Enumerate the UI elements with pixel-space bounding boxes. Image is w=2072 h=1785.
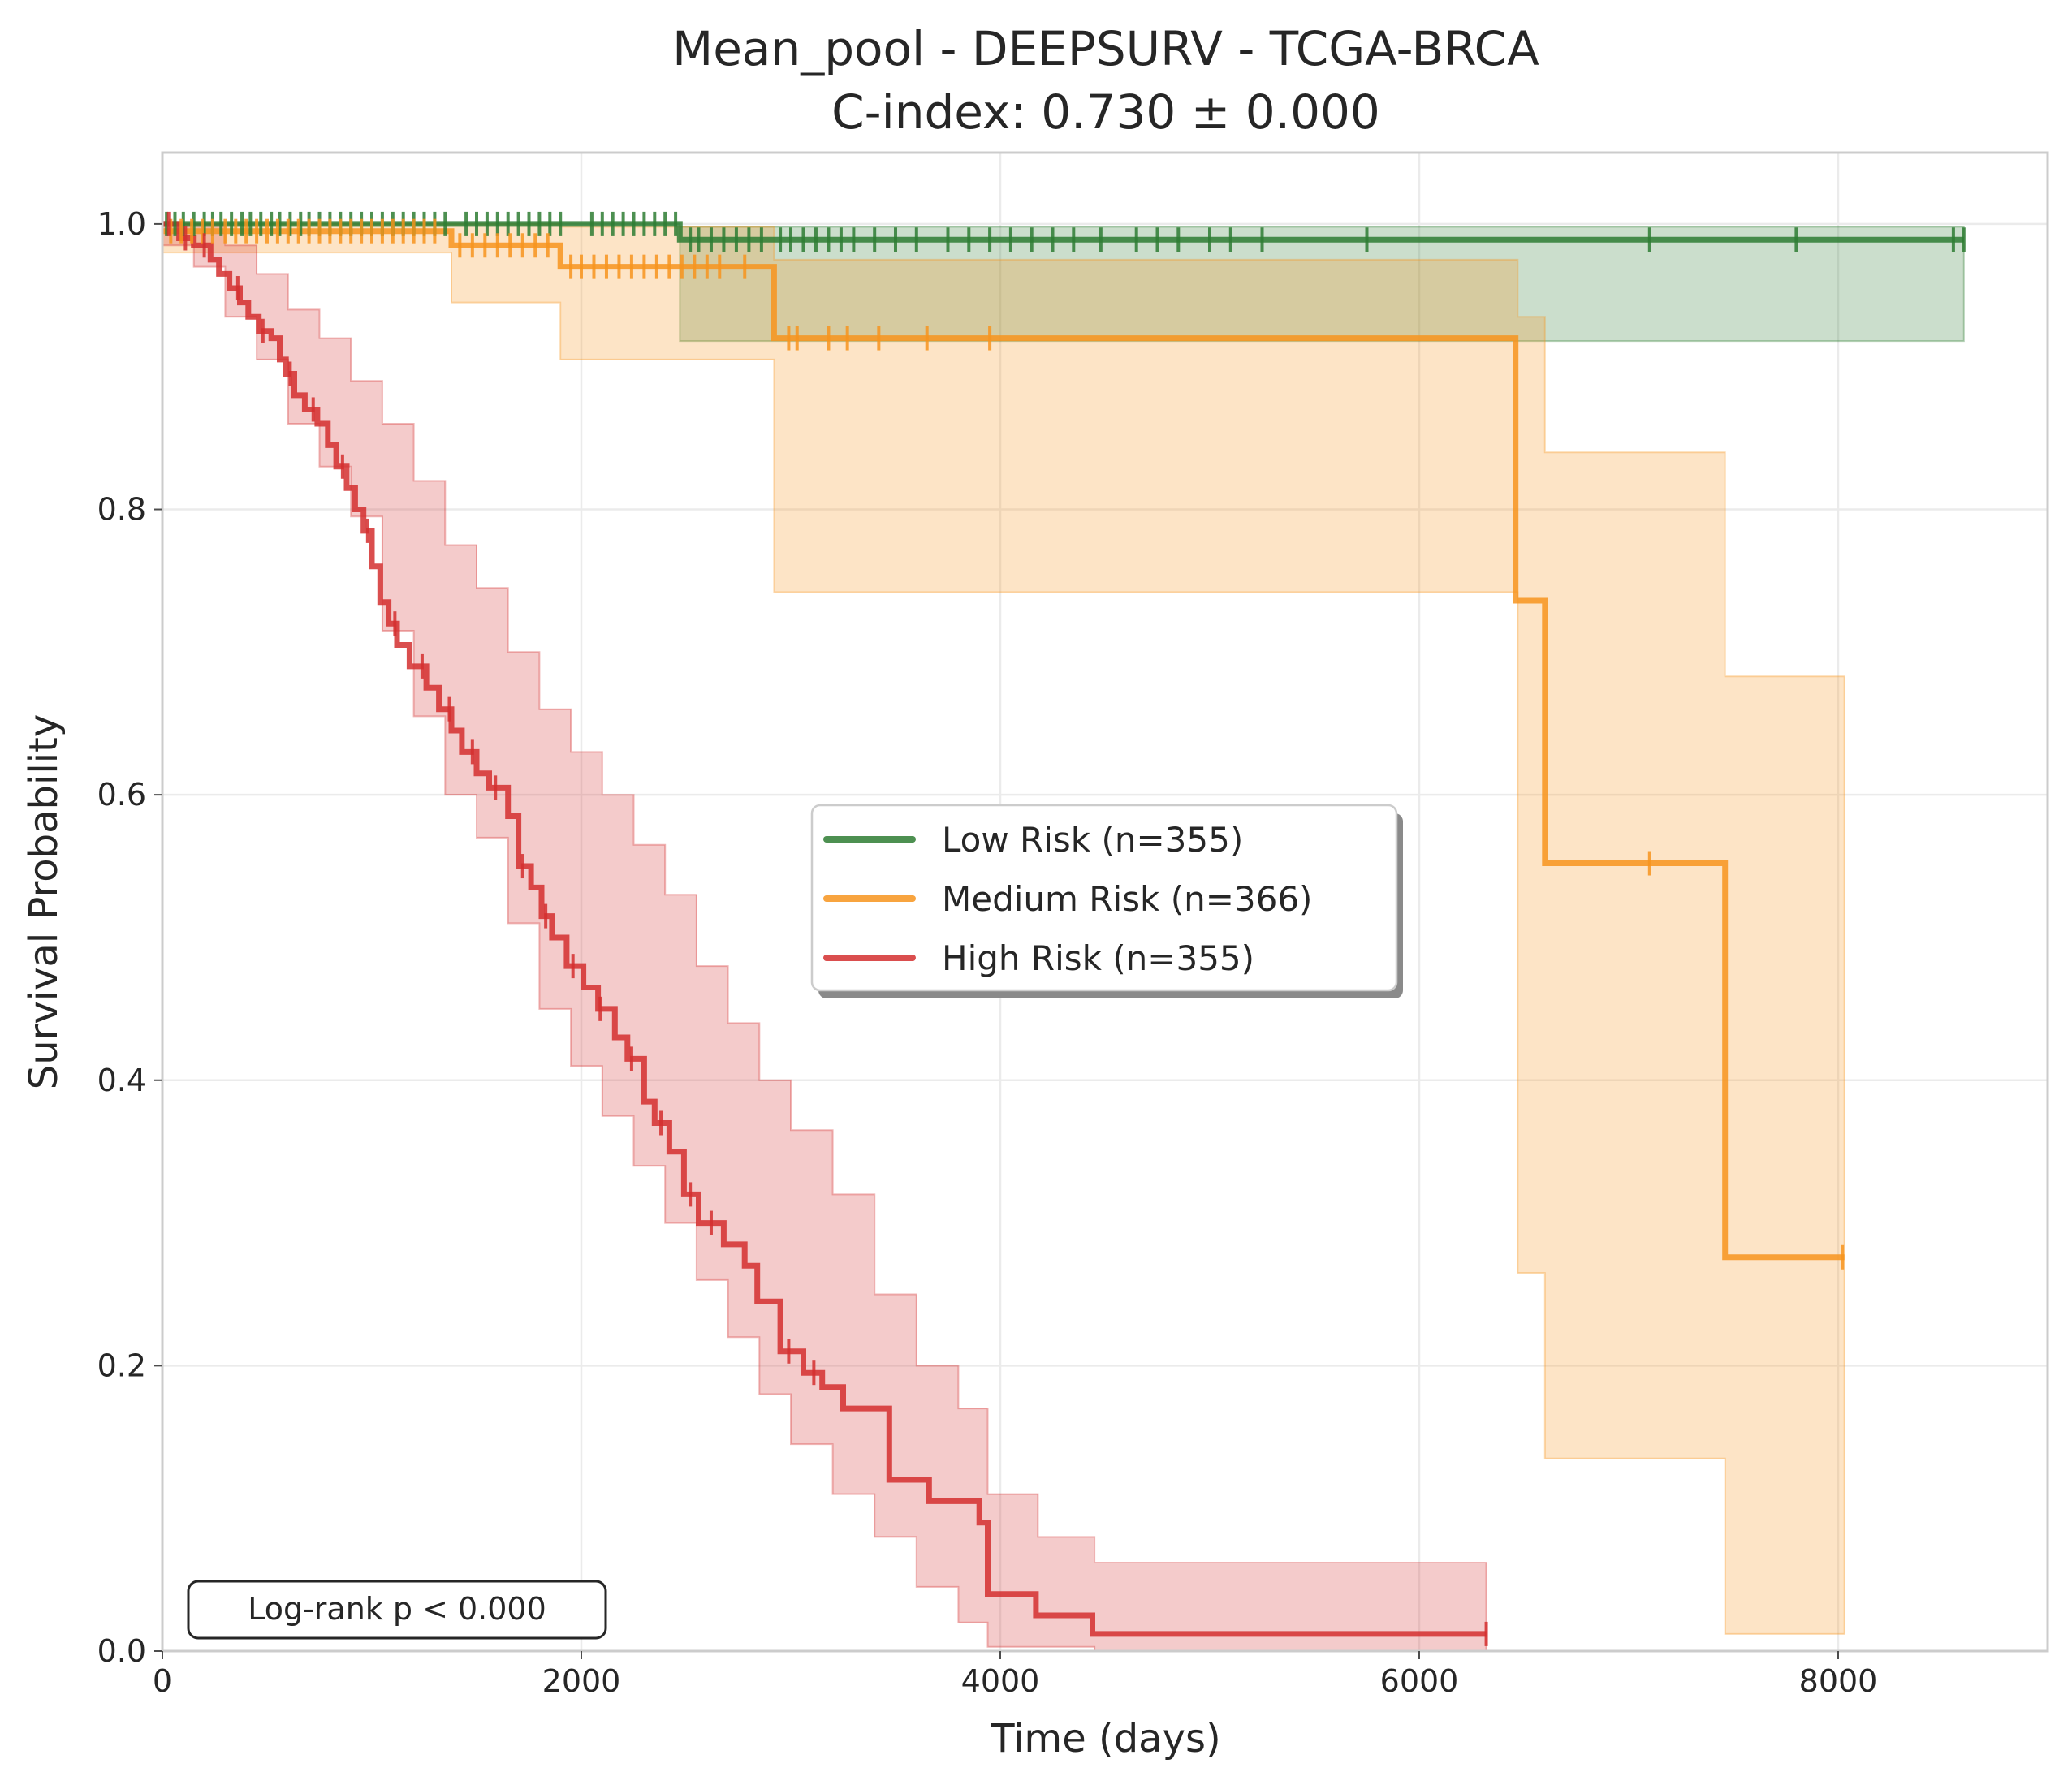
legend-label-high-risk: High Risk (n=355): [942, 938, 1254, 978]
legend-label-medium-risk: Medium Risk (n=366): [942, 879, 1312, 919]
y-tick-label-0: 0.0: [97, 1633, 146, 1669]
medium-risk-survival-line: [162, 228, 1845, 1261]
y-tick-label-3: 0.6: [97, 777, 146, 813]
y-tick-label-2: 0.4: [97, 1063, 146, 1098]
x-axis-label: Time (days): [990, 1716, 1220, 1761]
survival-curves: [162, 221, 1964, 1637]
annotation-box: [187, 1580, 607, 1640]
x-tick-label-2: 4000: [961, 1663, 1040, 1699]
x-axis-ticks: 0 2000 4000 6000 8000: [153, 1651, 1877, 1699]
high-risk-ci-band: [162, 222, 1487, 1652]
y-tick-label-4: 0.8: [97, 492, 146, 528]
chart-title: Mean_pool - DEEPSURV - TCGA-BRCA: [672, 21, 1539, 76]
low-risk-survival-line: [162, 221, 1964, 243]
y-tick-label-5: 1.0: [97, 206, 146, 242]
censor-marks: [165, 211, 1966, 1646]
x-tick-label-3: 6000: [1380, 1663, 1459, 1699]
legend: Low Risk (n=355) Medium Risk (n=366) Hig…: [810, 804, 1403, 998]
annotation-text: Log-rank p < 0.000: [248, 1591, 546, 1627]
x-tick-label-4: 8000: [1799, 1663, 1878, 1699]
logrank-annotation: Log-rank p < 0.000: [187, 1580, 607, 1640]
high-risk-survival-line: [162, 221, 1487, 1637]
plot-frame: [161, 151, 2049, 1653]
confidence-bands: [162, 222, 1965, 1652]
legend-label-low-risk: Low Risk (n=355): [942, 820, 1243, 860]
chart-subtitle: C-index: 0.730 ± 0.000: [831, 84, 1380, 140]
y-tick-label-1: 0.2: [97, 1347, 146, 1383]
x-tick-label-0: 0: [153, 1663, 172, 1699]
x-tick-label-1: 2000: [542, 1663, 621, 1699]
y-axis-label: Survival Probability: [21, 714, 67, 1090]
medium-risk-ci-band: [162, 222, 1845, 1635]
y-axis-ticks: 0.0 0.2 0.4 0.6 0.8 1.0: [97, 206, 162, 1669]
legend-box: [810, 804, 1398, 992]
